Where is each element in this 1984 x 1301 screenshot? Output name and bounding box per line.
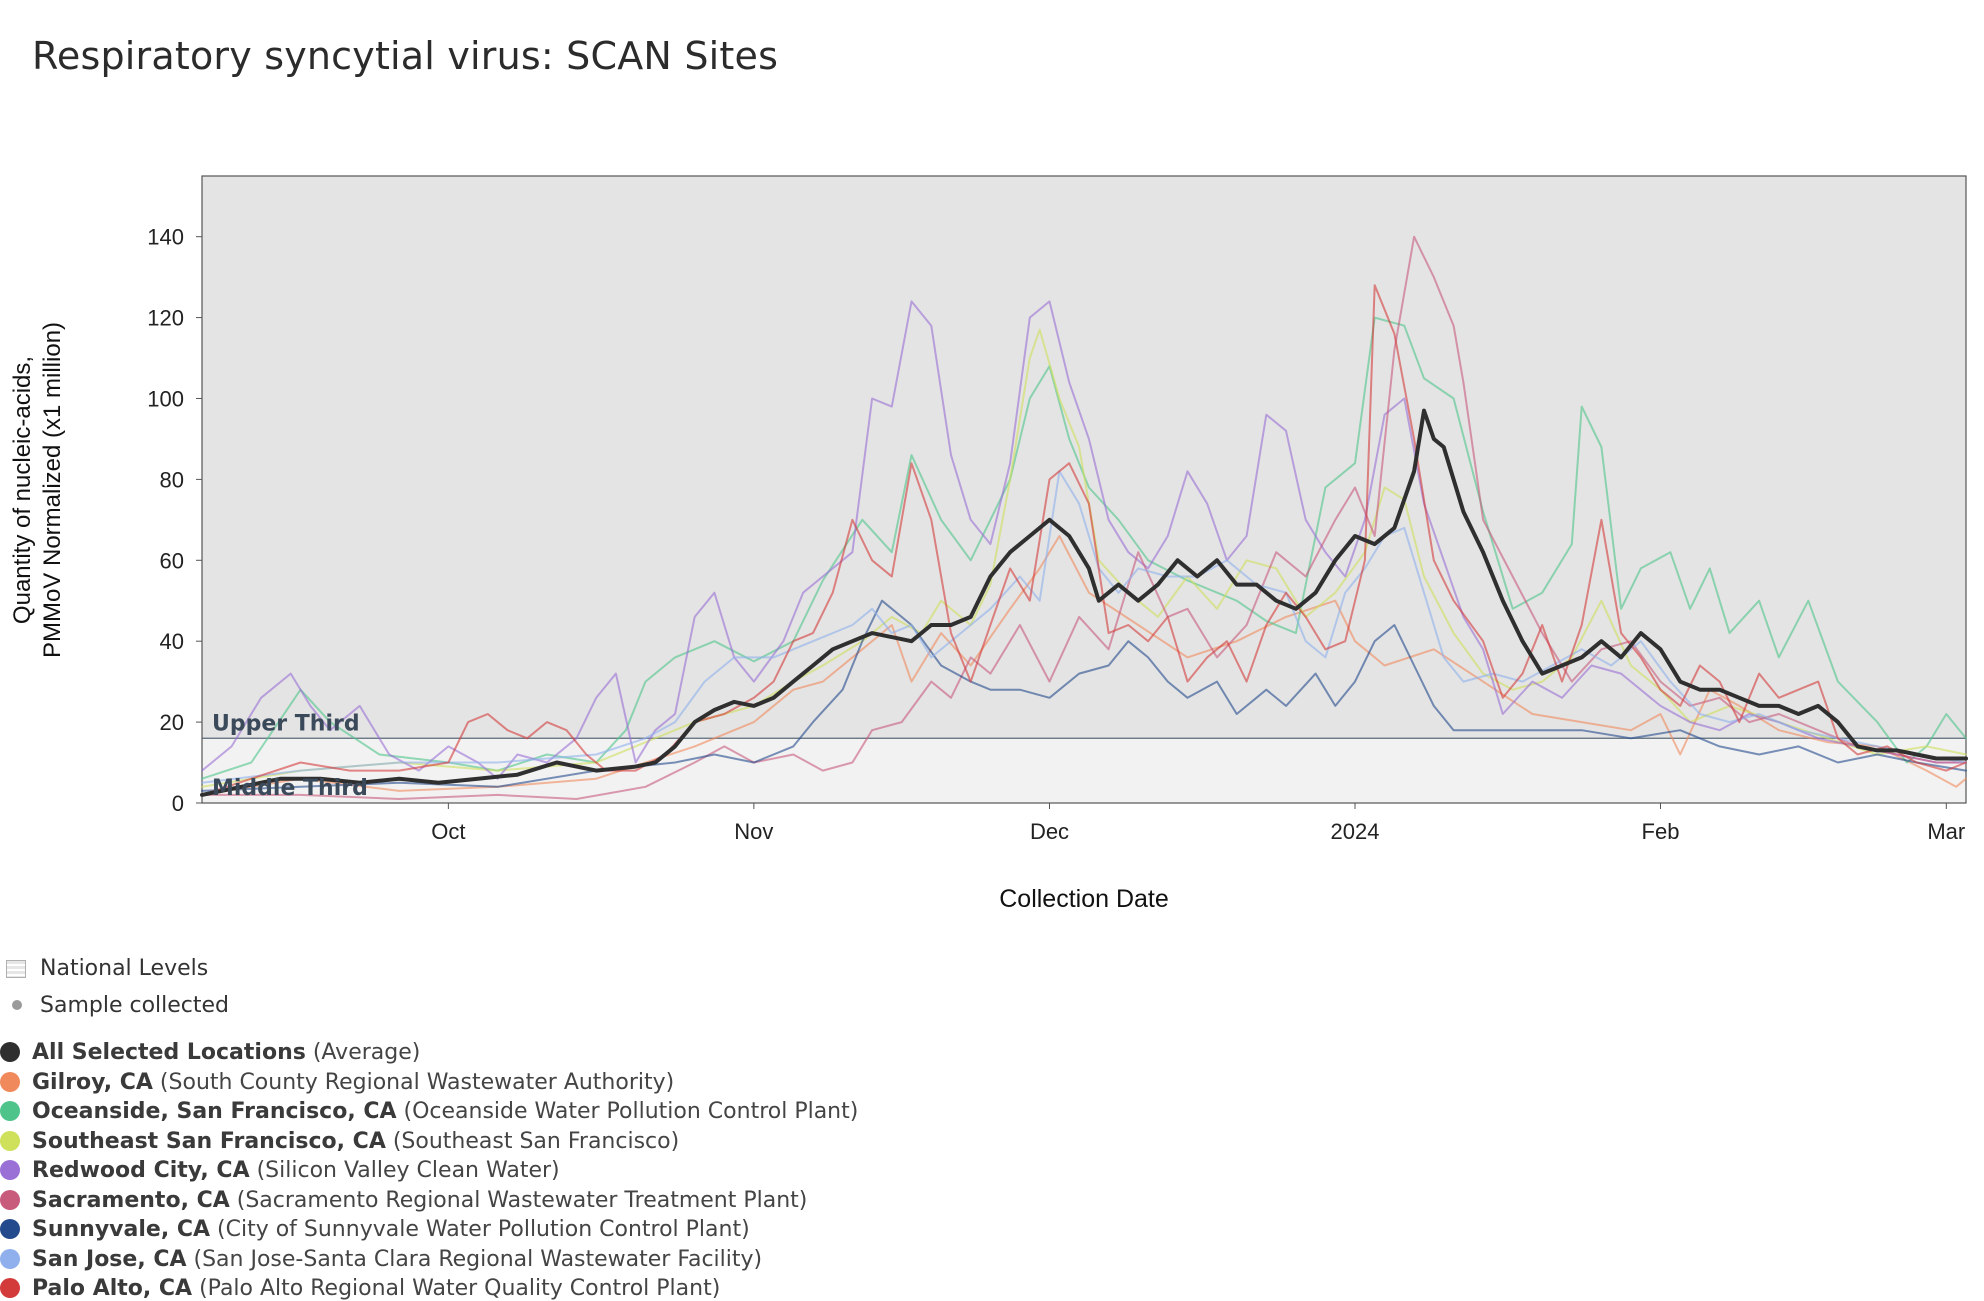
legend-entry-name: Sunnyvale, CA <box>32 1217 211 1242</box>
legend-entry-label: Redwood City, CA (Silicon Valley Clean W… <box>32 1158 560 1183</box>
legend-entry-label: Gilroy, CA (South County Regional Wastew… <box>32 1070 674 1095</box>
legend-color-dot-icon <box>0 1101 20 1121</box>
legend-entry-label: Sacramento, CA (Sacramento Regional Wast… <box>32 1188 807 1213</box>
band-label-middle-third: Middle Third <box>212 776 368 801</box>
y-tick-label: 40 <box>160 629 184 654</box>
hatch-swatch-icon <box>6 960 26 978</box>
plot-frame <box>201 175 1967 804</box>
series-line-sunnyvale-ca[interactable] <box>201 599 1967 792</box>
y-tick-label: 0 <box>172 791 184 816</box>
series-line-oceanside-san-francisco-ca[interactable] <box>201 316 1967 780</box>
legend-entry-detail: (San Jose-Santa Clara Regional Wastewate… <box>186 1246 763 1272</box>
legend-color-dot-icon <box>0 1071 20 1092</box>
series-line-redwood-city-ca[interactable] <box>201 300 1967 780</box>
x-tick-label: Dec <box>1030 819 1069 844</box>
series-line-sacramento-ca[interactable] <box>201 235 1967 800</box>
y-tick-label: 120 <box>147 306 184 331</box>
legend-entry-name: Palo Alto, CA <box>32 1276 193 1301</box>
legend-entry-detail: (Silicon Valley Clean Water) <box>249 1158 560 1183</box>
y-tick-label: 20 <box>160 710 184 735</box>
legend-entry-name: Redwood City, CA <box>32 1158 250 1183</box>
band-upper-third <box>202 176 1966 739</box>
legend-national-levels-label: National Levels <box>40 956 209 981</box>
chart-title: Respiratory syncytial virus: SCAN Sites <box>32 34 779 78</box>
legend-color-dot-icon <box>0 1130 20 1151</box>
legend-sample-collected-label: Sample collected <box>40 993 230 1018</box>
legend-entry-name: Southeast San Francisco, CA <box>32 1128 386 1154</box>
legend-entry-name: San Jose, CA <box>32 1246 187 1272</box>
legend-entry-name: Gilroy, CA <box>32 1069 153 1095</box>
y-tick-label: 140 <box>147 225 184 250</box>
x-axis-label: Collection Date <box>999 885 1169 913</box>
series-line-southeast-san-francisco-ca[interactable] <box>201 328 1967 788</box>
x-tick-label: Oct <box>431 819 465 844</box>
y-axis-label-line2: PMMoV Normalized (x1 million) <box>39 322 66 658</box>
legend-entry-detail: (Oceanside Water Pollution Control Plant… <box>396 1099 859 1124</box>
band-label-upper-third: Upper Third <box>212 711 360 736</box>
sample-dot-icon <box>12 1000 22 1010</box>
series-line-all-selected-locations[interactable] <box>200 408 1968 797</box>
band-middle-third <box>202 738 1966 803</box>
legend-entry-label: Sunnyvale, CA (City of Sunnyvale Water P… <box>32 1217 750 1242</box>
series-line-san-jose-ca[interactable] <box>201 470 1967 784</box>
legend-entry-name: Sacramento, CA <box>32 1187 230 1213</box>
legend-entry-detail: (Sacramento Regional Wastewater Treatmen… <box>229 1187 808 1213</box>
legend-entry-detail: (Southeast San Francisco) <box>385 1128 680 1154</box>
legend-entry-label: Oceanside, San Francisco, CA (Oceanside … <box>32 1099 858 1124</box>
y-tick-label: 80 <box>160 467 184 492</box>
y-axis-label-line1: Quantity of nucleic-acids, <box>9 356 36 624</box>
legend-entry-name: Oceanside, San Francisco, CA <box>32 1099 397 1124</box>
x-tick-label: Feb <box>1642 819 1680 844</box>
chart: Upper Third Middle Third 0 20 40 60 80 100 120 14… <box>9 175 1968 913</box>
legend-color-dot-icon <box>0 1248 20 1269</box>
y-tick-label: 100 <box>147 386 184 411</box>
legend-entry-detail: (Palo Alto Regional Water Quality Contro… <box>192 1276 721 1301</box>
legend-color-dot-icon <box>0 1219 20 1239</box>
legend-color-dot-icon <box>0 1160 20 1180</box>
y-tick-label: 60 <box>160 548 184 573</box>
legend-color-dot-icon <box>0 1042 20 1062</box>
legend-entry-label: Palo Alto, CA (Palo Alto Regional Water … <box>32 1276 720 1301</box>
x-tick-label: 2024 <box>1331 819 1380 844</box>
legend-entry-detail: (South County Regional Wastewater Author… <box>152 1069 675 1095</box>
y-axis-label: Quantity of nucleic-acids, PMMoV Normaliz… <box>9 322 66 658</box>
legend-entry-name: All Selected Locations <box>32 1040 306 1065</box>
legend-entry-detail: (City of Sunnyvale Water Pollution Contr… <box>210 1217 750 1242</box>
legend-entry-label: Southeast San Francisco, CA (Southeast S… <box>32 1129 679 1154</box>
legend-entry-label: San Jose, CA (San Jose-Santa Clara Regio… <box>32 1247 762 1272</box>
x-tick-label: Nov <box>734 819 773 844</box>
x-tick-label: Mar <box>1927 819 1965 844</box>
legend-entry-label: All Selected Locations (Average) <box>32 1040 420 1065</box>
legend-entry-detail: (Average) <box>305 1040 421 1065</box>
legend-color-dot-icon <box>0 1278 20 1298</box>
legend-color-dot-icon <box>0 1189 20 1210</box>
